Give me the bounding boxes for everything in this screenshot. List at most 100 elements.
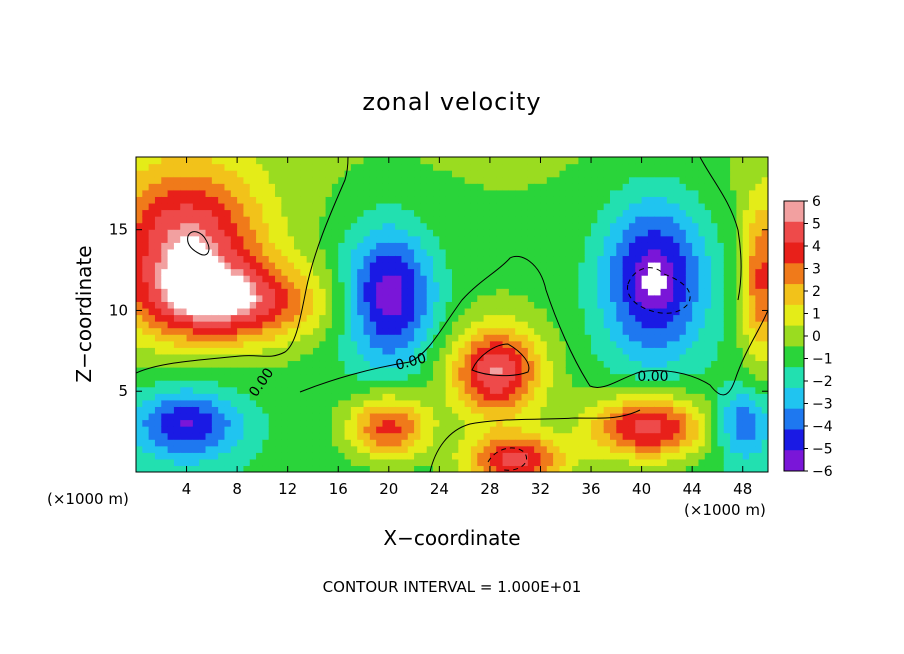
heatmap-cell (249, 196, 257, 204)
heatmap-cell (388, 275, 396, 283)
heatmap-cell (407, 314, 415, 322)
heatmap-cell (275, 189, 282, 197)
heatmap-cell (414, 419, 421, 427)
heatmap-cell (477, 157, 485, 165)
heatmap-cell (224, 452, 232, 460)
heatmap-cell (496, 281, 504, 289)
heatmap-cell (230, 235, 238, 243)
heatmap-cell (489, 393, 497, 401)
heatmap-cell (660, 157, 668, 165)
heatmap-cell (331, 248, 339, 257)
heatmap-cell (376, 412, 384, 421)
heatmap-cell (534, 327, 542, 335)
heatmap-cell (559, 176, 567, 184)
heatmap-cell (692, 229, 700, 237)
heatmap-cell (180, 170, 188, 178)
heatmap-cell (148, 209, 156, 217)
heatmap-cell (578, 262, 586, 270)
heatmap-cell (452, 222, 459, 230)
heatmap-cell (685, 229, 693, 237)
heatmap-cell (205, 439, 213, 447)
heatmap-cell (331, 189, 339, 197)
heatmap-cell (597, 340, 605, 348)
heatmap-cell (249, 327, 257, 335)
heatmap-cell (603, 419, 611, 427)
heatmap-cell (224, 209, 232, 217)
heatmap-cell (363, 399, 371, 407)
heatmap-cell (369, 373, 377, 381)
heatmap-cell (654, 196, 662, 204)
heatmap-cell (717, 183, 725, 191)
heatmap-cell (344, 242, 352, 250)
heatmap-cell (641, 248, 649, 257)
heatmap-cell (452, 465, 459, 472)
heatmap-cell (742, 235, 750, 243)
heatmap-cell (433, 353, 440, 362)
heatmap-cell (452, 176, 459, 184)
heatmap-cell (395, 163, 403, 171)
heatmap-cell (382, 452, 390, 460)
heatmap-cell (319, 235, 327, 243)
heatmap-cell (464, 321, 472, 329)
heatmap-cell (477, 216, 485, 224)
heatmap-cell (325, 314, 333, 322)
heatmap-cell (597, 412, 605, 421)
heatmap-cell (243, 321, 251, 329)
heatmap-cell (426, 202, 434, 211)
heatmap-cell (603, 353, 611, 362)
heatmap-cell (445, 229, 453, 237)
heatmap-cell (679, 465, 687, 472)
heatmap-cell (268, 294, 276, 302)
heatmap-cell (489, 412, 497, 421)
heatmap-cell (237, 465, 245, 472)
heatmap-cell (597, 321, 605, 329)
heatmap-cell (407, 439, 415, 447)
heatmap-cell (711, 255, 719, 263)
heatmap-cell (470, 353, 478, 362)
heatmap-cell (723, 294, 731, 302)
heatmap-cell (262, 452, 270, 460)
heatmap-cell (173, 248, 181, 257)
heatmap-cell (628, 393, 636, 401)
heatmap-cell (553, 229, 561, 237)
heatmap-cell (572, 367, 579, 375)
heatmap-cell (591, 458, 598, 467)
heatmap-cell (186, 452, 194, 460)
heatmap-cell (249, 465, 257, 472)
heatmap-cell (704, 406, 712, 414)
heatmap-cell (685, 170, 693, 178)
heatmap-cell (654, 229, 662, 237)
heatmap-cell (679, 399, 687, 407)
heatmap-cell (749, 281, 756, 289)
heatmap-cell (755, 216, 763, 224)
heatmap-cell (325, 170, 333, 178)
heatmap-cell (483, 347, 491, 355)
heatmap-cell (540, 360, 548, 368)
heatmap-cell (369, 334, 377, 342)
heatmap-cell (502, 281, 510, 289)
heatmap-cell (161, 229, 169, 237)
heatmap-cell (363, 412, 371, 421)
heatmap-cell (275, 367, 282, 375)
heatmap-cell (717, 189, 725, 197)
heatmap-cell (565, 209, 573, 217)
heatmap-cell (199, 157, 207, 165)
heatmap-cell (142, 222, 150, 230)
heatmap-cell (584, 439, 592, 447)
heatmap-cell (312, 216, 320, 224)
heatmap-cell (331, 419, 339, 427)
heatmap-cell (230, 347, 238, 355)
heatmap-cell (161, 321, 169, 329)
heatmap-cell (685, 353, 693, 362)
heatmap-cell (357, 340, 365, 348)
heatmap-cell (692, 294, 700, 302)
heatmap-cell (452, 380, 459, 388)
heatmap-cell (489, 222, 497, 230)
heatmap-cell (262, 419, 270, 427)
heatmap-cell (616, 353, 624, 362)
heatmap-cell (584, 189, 592, 197)
heatmap-cell (755, 458, 763, 467)
heatmap-cell (698, 248, 706, 257)
heatmap-cell (673, 248, 681, 257)
heatmap-cell (591, 235, 598, 243)
